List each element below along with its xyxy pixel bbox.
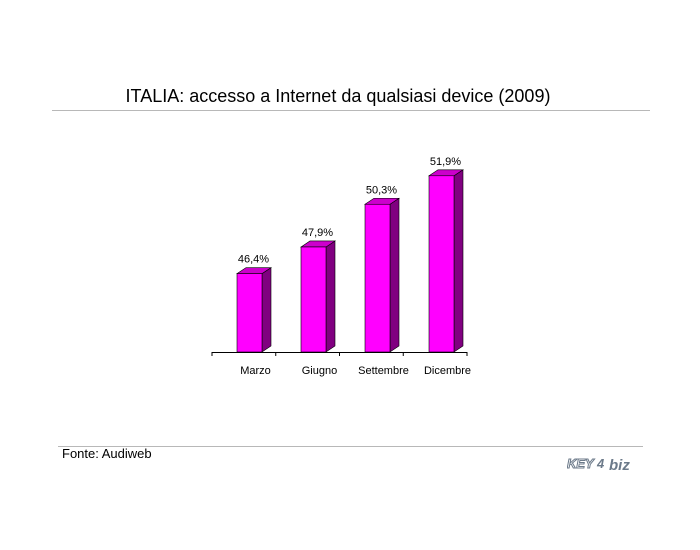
footer-divider [58, 446, 643, 447]
bar-4 [428, 175, 455, 353]
x-tick-label-4: Dicembre [424, 365, 471, 377]
x-tick-label-3: Settembre [358, 365, 409, 377]
bar-side-3 [389, 197, 400, 353]
bar-side-2 [325, 240, 336, 353]
x-tick-label-2: Giugno [302, 365, 337, 377]
data-label-1: 46,4% [238, 254, 269, 266]
chart-title: ITALIA: accesso a Internet da qualsiasi … [125, 86, 551, 106]
data-label-4: 51,9% [430, 156, 461, 168]
bar-3 [364, 203, 391, 353]
data-label-2: 47,9% [302, 227, 333, 239]
bar-side-4 [453, 169, 464, 353]
logo-text-left: KEY [567, 456, 595, 471]
key4biz-logo: KEY 4 biz [567, 456, 630, 475]
data-label-3: 50,3% [366, 184, 397, 196]
bar-1 [236, 273, 263, 353]
logo-text-right: biz [609, 457, 630, 474]
bar-2 [300, 246, 327, 353]
bar-side-1 [261, 267, 272, 353]
x-tick-label-1: Marzo [240, 365, 271, 377]
logo-mark: 4 [596, 456, 605, 471]
title-divider [52, 110, 650, 111]
source-note: Fonte: Audiweb [62, 446, 152, 461]
